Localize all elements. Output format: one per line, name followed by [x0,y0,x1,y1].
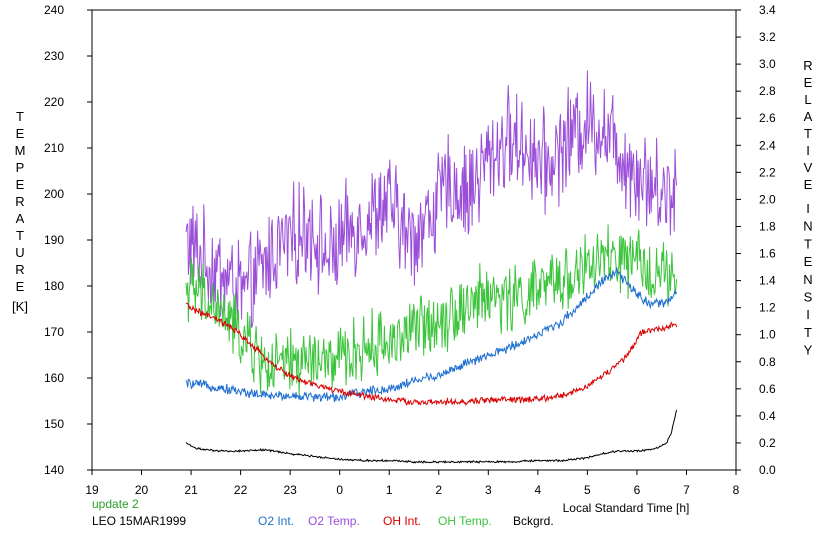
x-tick-label: 3 [485,483,492,497]
axis-label-letter: N [803,272,812,287]
y-left-axis-unit: [K] [12,299,28,314]
y-left-tick-label: 170 [44,325,64,339]
y-right-tick-label: 2.2 [759,165,776,179]
y-right-tick-label: 1.2 [759,301,776,315]
series-line-o2-int [185,267,678,403]
x-tick-label: 20 [135,483,149,497]
y-right-tick-label: 0.6 [759,382,776,396]
y-right-tick-label: 2.8 [759,84,776,98]
x-tick-label: 1 [386,483,393,497]
axis-label-letter: T [16,228,24,243]
y-right-tick-label: 3.2 [759,30,776,44]
legend-entry-oh-temp: OH Temp. [438,514,492,528]
axis-label-letter: E [804,75,813,90]
x-tick-label: 5 [584,483,591,497]
legend-entry-bckgrd: Bckgrd. [513,514,554,528]
y-right-tick-label: 0.0 [759,463,776,477]
axis-label-letter: R [15,262,24,277]
x-tick-label: 6 [634,483,641,497]
legend-entry-o2-int: O2 Int. [258,514,294,528]
y-right-tick-label: 1.6 [759,247,776,261]
series-layer [185,70,678,464]
axis-label-letter: I [806,307,810,322]
y-right-tick-label: 3.0 [759,57,776,71]
axis-label-letter: E [804,177,813,192]
y-right-tick-label: 3.4 [759,3,776,17]
x-tick-label: 23 [283,483,297,497]
axis-label-letter: L [804,92,811,107]
axis-label-letter: A [804,109,813,124]
x-tick-label: 22 [234,483,248,497]
x-tick-label: 21 [184,483,198,497]
y-right-tick-label: 2.6 [759,111,776,125]
x-tick-label: 19 [85,483,99,497]
series-line-bckgrd [185,409,678,464]
axis-label-letter: E [16,279,25,294]
x-axis: 19 20 21 22 23 0 1 2 3 4 5 6 7 8 [85,470,740,497]
axis-label-letter: M [15,143,26,158]
axis-label-letter: R [803,58,812,73]
y-left-tick-label: 160 [44,371,64,385]
y-right-tick-label: 2.0 [759,192,776,206]
series-line-oh-int [185,302,678,406]
axis-label-letter: Y [804,343,813,358]
axis-label-letter: E [16,126,25,141]
axis-label-letter: T [804,126,812,141]
axis-label-letter: R [15,194,24,209]
y-left-tick-label: 180 [44,279,64,293]
legend-entry-o2-temp: O2 Temp. [308,514,360,528]
y-left-tick-label: 140 [44,463,64,477]
series-line-o2-temp [185,70,678,328]
axis-label-letter: T [16,109,24,124]
y-right-tick-label: 2.4 [759,138,776,152]
status-annotation: update 2 [92,497,139,511]
axis-label-letter: A [16,211,25,226]
y-left-axis: 140 150 160 170 180 190 200 210 220 230 240 [44,3,92,477]
y-left-tick-label: 240 [44,3,64,17]
x-tick-label: 4 [535,483,542,497]
y-left-tick-label: 190 [44,233,64,247]
y-right-tick-label: 0.8 [759,355,776,369]
axis-label-letter: T [804,325,812,340]
axis-label-letter: I [806,143,810,158]
y-right-tick-label: 1.4 [759,274,776,288]
y-left-tick-label: 150 [44,417,64,431]
series-line-oh-temp [185,224,678,396]
axis-label-letter: P [16,160,25,175]
axis-label-letter: V [804,160,813,175]
station-date-annotation: LEO 15MAR1999 [92,514,186,528]
axis-label-letter: N [803,219,812,234]
axis-label-letter: U [15,245,24,260]
legend: O2 Int. O2 Temp. OH Int. OH Temp. Bckgrd. [258,514,554,528]
x-tick-label: 8 [733,483,740,497]
y-right-tick-label: 0.2 [759,436,776,450]
y-left-tick-label: 220 [44,95,64,109]
axis-label-letter: I [806,201,810,216]
y-right-tick-label: 1.8 [759,219,776,233]
y-right-axis: 0.0 0.2 0.4 0.6 0.8 1.0 1.2 1.4 1.6 1.8 2.0 2.2 2.4 2… [736,3,776,477]
axis-label-letter: E [16,177,25,192]
x-axis-label: Local Standard Time [h] [563,501,690,515]
y-left-tick-label: 210 [44,141,64,155]
axis-label-letter: T [804,236,812,251]
y-left-tick-label: 230 [44,49,64,63]
x-tick-label: 0 [336,483,343,497]
axis-label-letter: E [804,254,813,269]
y-right-tick-label: 1.0 [759,328,776,342]
y-left-tick-label: 200 [44,187,64,201]
axis-label-letter: S [804,290,813,305]
legend-entry-oh-int: OH Int. [383,514,421,528]
x-tick-label: 2 [435,483,442,497]
y-right-tick-label: 0.4 [759,409,776,423]
x-tick-label: 7 [683,483,690,497]
